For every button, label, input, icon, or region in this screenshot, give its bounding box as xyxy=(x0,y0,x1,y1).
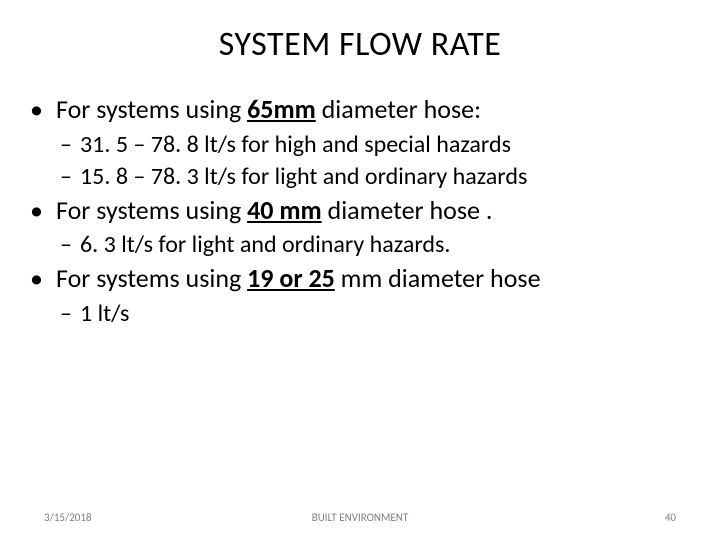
footer-page-number: 40 xyxy=(665,511,676,524)
text-emph: 40 mm xyxy=(247,194,322,226)
bullet-marker: • xyxy=(30,262,56,295)
text-prefix: For systems using xyxy=(56,194,247,226)
text-suffix: mm diameter hose xyxy=(335,262,541,294)
text-emph: 19 or 25 xyxy=(247,262,335,294)
slide-footer: 3/15/2018 BUILT ENVIRONMENT 40 xyxy=(0,511,720,524)
text-emph: 65mm xyxy=(247,93,316,125)
slide-content: • For systems using 65mm diameter hose: … xyxy=(30,93,690,329)
bullet-level1: • For systems using 19 or 25 mm diameter… xyxy=(30,262,690,295)
bullet-marker: – xyxy=(60,162,80,192)
bullet-marker: • xyxy=(30,194,56,227)
text-suffix: diameter hose: xyxy=(316,93,481,125)
bullet-level2: – 6. 3 lt/s for light and ordinary hazar… xyxy=(60,230,690,260)
bullet-text: 31. 5 – 78. 8 lt/s for high and special … xyxy=(80,130,690,160)
bullet-text: For systems using 19 or 25 mm diameter h… xyxy=(56,262,690,295)
footer-center: BUILT ENVIRONMENT xyxy=(0,511,720,524)
text-suffix: diameter hose . xyxy=(322,194,493,226)
text-prefix: For systems using xyxy=(56,262,247,294)
slide-title: SYSTEM FLOW RATE xyxy=(30,24,690,65)
bullet-level1: • For systems using 40 mm diameter hose … xyxy=(30,194,690,227)
bullet-text: For systems using 65mm diameter hose: xyxy=(56,93,690,126)
slide: SYSTEM FLOW RATE • For systems using 65m… xyxy=(0,0,720,540)
footer-date: 3/15/2018 xyxy=(44,511,92,524)
bullet-marker: – xyxy=(60,230,80,260)
bullet-marker: – xyxy=(60,130,80,160)
bullet-level2: – 1 lt/s xyxy=(60,299,690,329)
bullet-level1: • For systems using 65mm diameter hose: xyxy=(30,93,690,126)
bullet-marker: – xyxy=(60,299,80,329)
bullet-text: 1 lt/s xyxy=(80,299,690,329)
bullet-text: 6. 3 lt/s for light and ordinary hazards… xyxy=(80,230,690,260)
bullet-level2: – 15. 8 – 78. 3 lt/s for light and ordin… xyxy=(60,162,690,192)
bullet-text: For systems using 40 mm diameter hose . xyxy=(56,194,690,227)
bullet-level2: – 31. 5 – 78. 8 lt/s for high and specia… xyxy=(60,130,690,160)
text-prefix: For systems using xyxy=(56,93,247,125)
bullet-marker: • xyxy=(30,93,56,126)
bullet-text: 15. 8 – 78. 3 lt/s for light and ordinar… xyxy=(80,162,690,192)
